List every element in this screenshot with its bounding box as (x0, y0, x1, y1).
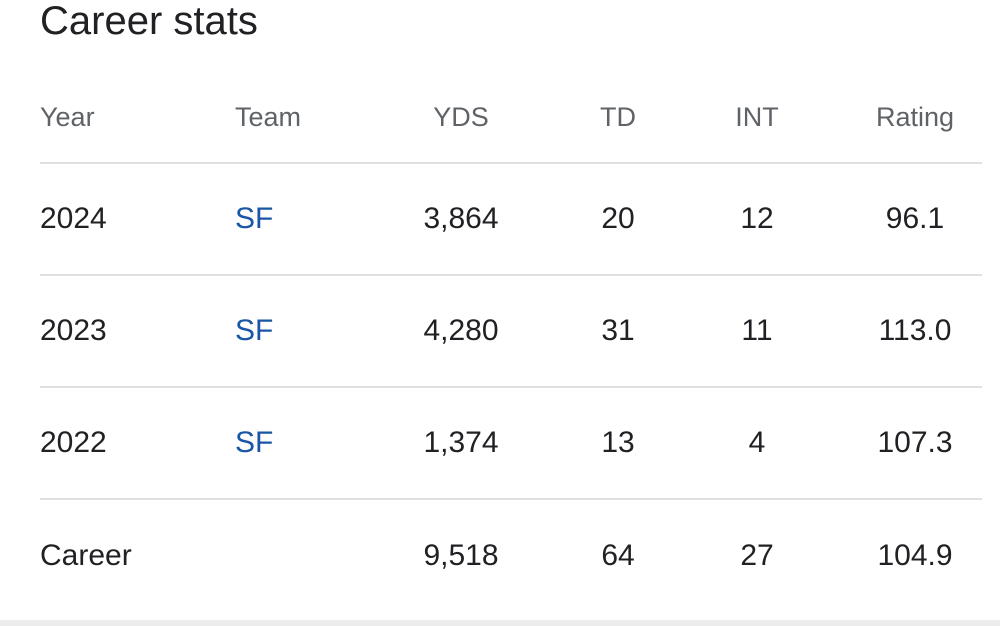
column-header-int: INT (735, 101, 779, 132)
rating-cell: 104.9 (877, 539, 953, 572)
column-header-year: Year (40, 101, 95, 132)
column-header-td: TD (600, 101, 636, 132)
team-link[interactable]: SF (235, 426, 274, 459)
bottom-divider (0, 620, 1000, 626)
td-cell: 31 (601, 314, 635, 347)
yds-cell: 3,864 (423, 202, 499, 235)
rating-cell: 107.3 (877, 426, 953, 459)
td-cell: 13 (601, 426, 635, 459)
column-header-yds: YDS (433, 101, 489, 132)
table-row: 2023 SF 4,280 31 11 113.0 (40, 276, 982, 388)
team-link[interactable]: SF (235, 202, 274, 235)
team-cell: SF (235, 164, 355, 274)
page-title: Career stats (40, 0, 258, 43)
yds-cell: 9,518 (423, 539, 499, 572)
int-cell: 4 (748, 426, 766, 459)
int-cell: 11 (741, 314, 773, 347)
rating-cell: 96.1 (885, 202, 945, 235)
year-cell: 2024 (40, 202, 107, 235)
career-label: Career (40, 539, 132, 572)
int-cell: 12 (740, 202, 774, 235)
table-header-row: Year Team YDS TD INT Rating (40, 72, 982, 164)
team-link[interactable]: SF (235, 314, 274, 347)
int-cell: 27 (740, 539, 774, 572)
table-row: 2024 SF 3,864 20 12 96.1 (40, 164, 982, 276)
td-cell: 64 (601, 539, 635, 572)
column-header-team: Team (235, 101, 302, 132)
team-cell: SF (235, 388, 355, 498)
career-total-row: Career 9,518 64 27 104.9 (40, 500, 982, 612)
column-header-rating: Rating (875, 101, 955, 132)
yds-cell: 1,374 (423, 426, 499, 459)
yds-cell: 4,280 (423, 314, 499, 347)
rating-cell: 113.0 (878, 314, 952, 347)
year-cell: 2022 (40, 426, 107, 459)
year-cell: 2023 (40, 314, 107, 347)
career-stats-table: Year Team YDS TD INT Rating 2024 SF 3,86… (40, 72, 982, 612)
td-cell: 20 (601, 202, 635, 235)
table-row: 2022 SF 1,374 13 4 107.3 (40, 388, 982, 500)
team-cell: SF (235, 276, 355, 386)
